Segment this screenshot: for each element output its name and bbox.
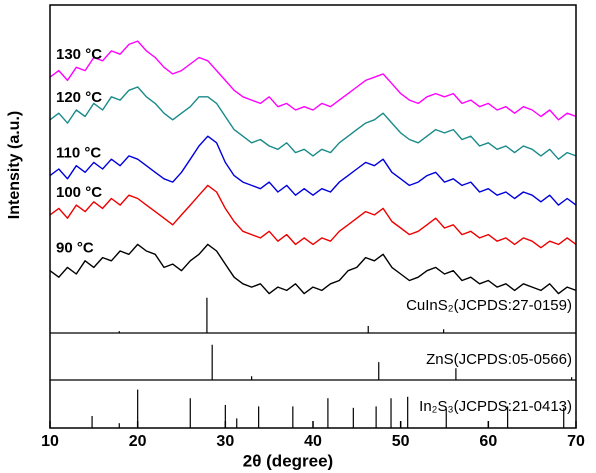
series-line xyxy=(49,86,577,160)
series-label: 110 °C xyxy=(56,145,101,162)
series-line xyxy=(49,40,577,121)
series-label: 120 °C xyxy=(56,89,102,106)
x-tick-label: 70 xyxy=(567,433,585,450)
x-axis-title: 2θ (degree) xyxy=(243,451,333,470)
series-line xyxy=(49,184,577,249)
series-label: 130 °C xyxy=(56,46,102,63)
x-tick-label: 60 xyxy=(479,433,497,450)
reference-label: In₂S₃(JCPDS:21-0413) xyxy=(419,398,572,415)
series-line xyxy=(49,135,577,206)
series-line xyxy=(49,243,577,295)
x-tick-label: 10 xyxy=(41,433,59,450)
series-label: 100 °C xyxy=(56,184,102,201)
x-tick-label: 30 xyxy=(216,433,234,450)
y-axis-title: Intensity (a.u.) xyxy=(6,111,23,219)
series-label: 90 °C xyxy=(56,240,94,257)
reference-label: CuInS₂(JCPDS:27-0159) xyxy=(406,297,572,314)
x-tick-label: 50 xyxy=(392,433,410,450)
x-tick-label: 20 xyxy=(129,433,147,450)
reference-label: ZnS(JCPDS:05-0566) xyxy=(426,351,572,368)
x-tick-label: 40 xyxy=(304,433,322,450)
